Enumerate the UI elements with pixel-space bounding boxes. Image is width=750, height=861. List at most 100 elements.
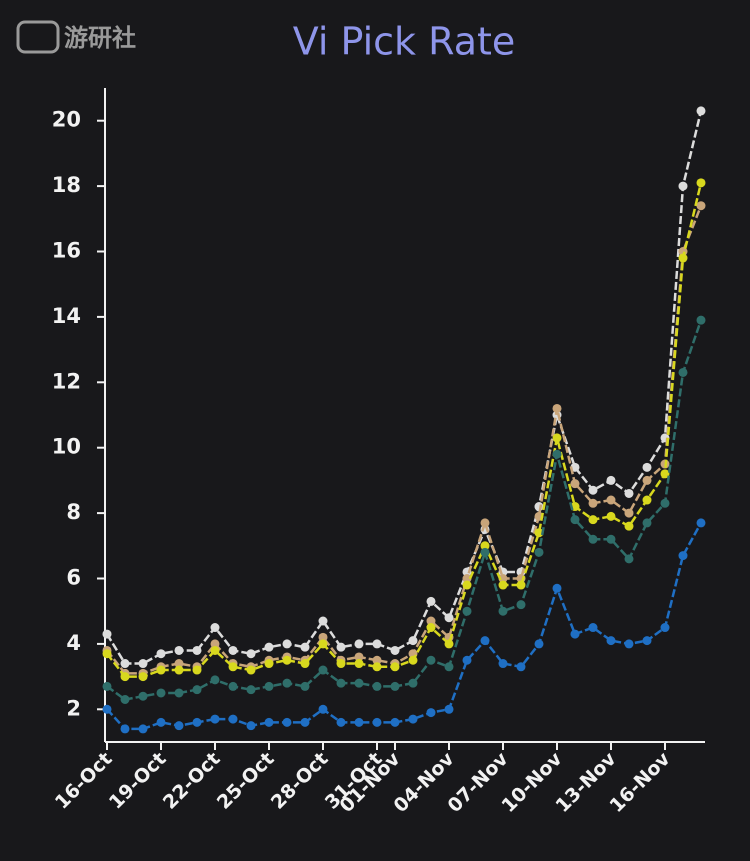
data-point	[696, 315, 706, 325]
watermark-icon	[16, 20, 60, 54]
data-point	[624, 639, 634, 649]
data-point	[642, 462, 652, 472]
data-point	[156, 717, 166, 727]
data-point	[120, 659, 130, 669]
data-point	[426, 708, 436, 718]
data-point	[534, 547, 544, 557]
data-point	[642, 636, 652, 646]
y-tick-label: 16	[52, 239, 81, 263]
data-point	[282, 678, 292, 688]
data-point	[228, 662, 238, 672]
data-point	[174, 645, 184, 655]
data-point	[156, 665, 166, 675]
data-point	[264, 717, 274, 727]
series-line	[106, 205, 703, 675]
data-point	[156, 649, 166, 659]
series-line	[105, 110, 703, 665]
data-point	[174, 721, 184, 731]
y-tick-label: 14	[52, 304, 81, 328]
data-point	[102, 681, 112, 691]
data-point	[408, 636, 418, 646]
y-tick-label: 2	[66, 696, 81, 720]
data-point	[426, 616, 436, 626]
y-tick-label: 8	[66, 500, 81, 524]
y-tick-label: 20	[52, 108, 81, 132]
data-point	[516, 662, 526, 672]
data-point	[354, 678, 364, 688]
data-point	[264, 681, 274, 691]
data-point	[372, 717, 382, 727]
data-point	[336, 717, 346, 727]
data-point	[552, 449, 562, 459]
data-point	[336, 642, 346, 652]
data-point	[480, 518, 490, 528]
data-point	[300, 659, 310, 669]
data-point	[192, 665, 202, 675]
data-point	[552, 433, 562, 443]
data-point	[624, 508, 634, 518]
data-point	[174, 665, 184, 675]
data-point	[534, 639, 544, 649]
data-point	[174, 659, 184, 669]
series-line	[106, 319, 703, 701]
data-point	[606, 495, 616, 505]
data-point	[210, 645, 220, 655]
data-point	[660, 469, 670, 479]
data-point	[696, 178, 706, 188]
data-point	[318, 704, 328, 714]
data-point	[390, 717, 400, 727]
data-point	[192, 717, 202, 727]
data-point	[408, 714, 418, 724]
data-point	[624, 488, 634, 498]
data-point	[624, 521, 634, 531]
data-point	[192, 645, 202, 655]
data-point	[192, 685, 202, 695]
data-point	[354, 659, 364, 669]
data-point	[642, 495, 652, 505]
data-point	[318, 616, 328, 626]
data-point	[516, 580, 526, 590]
data-point	[678, 551, 688, 561]
data-point	[588, 498, 598, 508]
data-point	[606, 475, 616, 485]
y-tick-label: 18	[52, 173, 81, 197]
y-tick-label: 10	[52, 435, 81, 459]
data-point	[552, 583, 562, 593]
y-tick-label: 4	[66, 631, 81, 655]
data-point	[462, 574, 472, 583]
data-point	[228, 681, 238, 691]
data-point	[696, 518, 706, 528]
data-point	[120, 672, 130, 682]
data-point	[210, 639, 220, 649]
data-point	[606, 636, 616, 646]
data-point	[354, 639, 364, 649]
data-point	[570, 479, 580, 489]
data-point	[138, 691, 148, 701]
data-point	[354, 717, 364, 727]
data-point	[660, 498, 670, 508]
data-point	[426, 655, 436, 665]
data-point	[282, 717, 292, 727]
data-point	[228, 645, 238, 655]
data-point	[372, 639, 382, 649]
data-point	[588, 515, 598, 525]
data-point	[138, 672, 148, 682]
chart-title: Vi Pick Rate	[293, 20, 516, 64]
data-point	[282, 639, 292, 649]
data-point	[102, 629, 112, 639]
data-point	[318, 639, 328, 649]
data-point	[606, 511, 616, 521]
watermark: 游研社	[64, 24, 136, 52]
data-point	[606, 534, 616, 544]
data-point	[120, 694, 130, 704]
data-point	[246, 685, 256, 695]
data-point	[588, 623, 598, 633]
data-point	[678, 367, 688, 377]
data-point	[462, 606, 472, 616]
data-point	[336, 678, 346, 688]
data-point	[426, 596, 436, 606]
data-point	[570, 515, 580, 525]
data-point	[678, 253, 688, 263]
